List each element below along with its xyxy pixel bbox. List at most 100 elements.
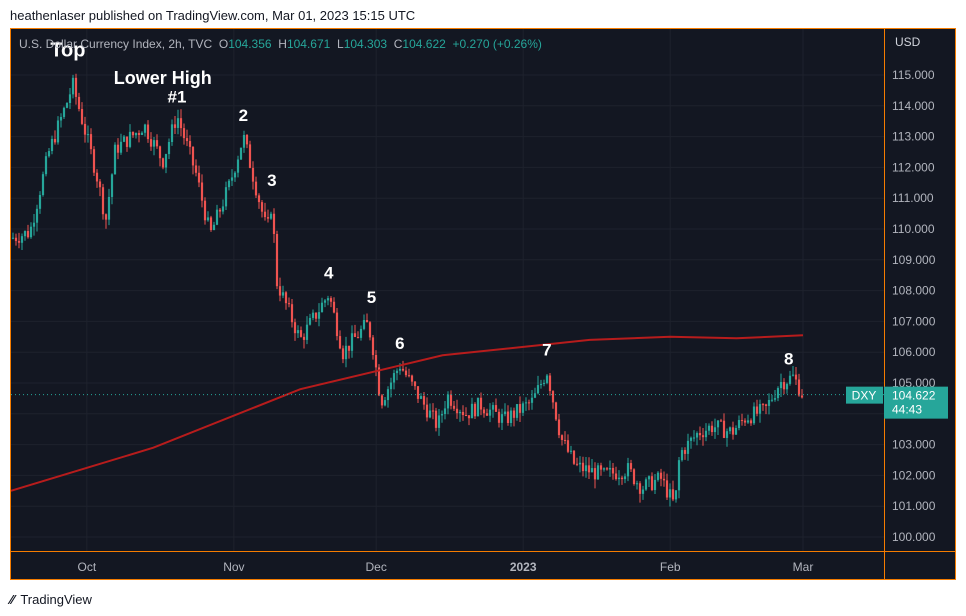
candle-body bbox=[779, 382, 783, 389]
candle-body bbox=[11, 237, 15, 239]
footer-brand[interactable]: ⁄⁄ TradingView bbox=[10, 592, 92, 607]
low-label: L bbox=[337, 37, 344, 51]
candle-body bbox=[695, 433, 699, 438]
candle-body bbox=[671, 489, 675, 500]
candle-body bbox=[740, 420, 744, 422]
candle-body bbox=[521, 403, 525, 413]
candle-body bbox=[134, 133, 138, 136]
candle-body bbox=[518, 404, 522, 413]
candle-body bbox=[587, 465, 591, 473]
candle-body bbox=[368, 322, 372, 338]
candle-body bbox=[482, 409, 486, 414]
annotation-label: 3 bbox=[267, 171, 276, 190]
candle-body bbox=[581, 462, 585, 472]
candle-body bbox=[170, 124, 174, 143]
candle-body bbox=[221, 206, 225, 212]
candle-body bbox=[200, 182, 204, 201]
candle-body bbox=[218, 209, 222, 212]
low-value: 104.303 bbox=[343, 37, 388, 51]
candle-body bbox=[593, 468, 597, 480]
candle-body bbox=[698, 433, 702, 436]
price-tick-label: 114.000 bbox=[892, 99, 935, 113]
candle-body bbox=[791, 374, 795, 376]
candle-body bbox=[719, 420, 723, 422]
chart-panel[interactable]: 115.000 114.000 113.000 112.000 111.000 110.0… bbox=[10, 28, 956, 580]
candle-body bbox=[554, 402, 558, 420]
candle-body bbox=[191, 146, 195, 166]
candle-body bbox=[362, 320, 366, 329]
candle-body bbox=[710, 425, 714, 433]
candle-body bbox=[563, 439, 567, 441]
candle-body bbox=[509, 410, 513, 424]
candle-body bbox=[371, 337, 375, 356]
candle-body bbox=[326, 298, 330, 301]
candle-body bbox=[197, 172, 201, 183]
candle-body bbox=[467, 415, 471, 419]
candle-body bbox=[641, 489, 645, 494]
candle-body bbox=[497, 411, 501, 423]
candle-body bbox=[665, 480, 669, 498]
price-tick-label: 112.000 bbox=[892, 160, 935, 174]
candle-body bbox=[182, 128, 186, 139]
annotation-label: 6 bbox=[395, 334, 404, 353]
candle-body bbox=[416, 386, 420, 399]
candle-body bbox=[701, 435, 705, 438]
price-tick-label: 102.000 bbox=[892, 468, 936, 482]
candle-body bbox=[143, 124, 147, 133]
candle-body bbox=[122, 136, 126, 142]
candle-body bbox=[158, 146, 162, 159]
last-price-box bbox=[884, 386, 948, 419]
close-label: C bbox=[393, 37, 403, 51]
candle-body bbox=[536, 385, 540, 394]
candle-body bbox=[125, 136, 129, 147]
close-value: 104.622 bbox=[402, 37, 446, 51]
candle-body bbox=[245, 134, 249, 145]
candle-body bbox=[80, 108, 84, 124]
currency-label: USD bbox=[895, 35, 921, 49]
candle-body bbox=[392, 373, 396, 383]
candle-body bbox=[758, 404, 762, 414]
high-label: H bbox=[278, 37, 287, 51]
change-value: +0.270 (+0.26%) bbox=[452, 37, 542, 51]
candle-body bbox=[278, 286, 282, 296]
candle-body bbox=[680, 450, 684, 461]
candle-body bbox=[683, 450, 687, 454]
candle-body bbox=[257, 195, 261, 203]
candle-body bbox=[188, 141, 192, 147]
annotation-label: 2 bbox=[239, 106, 248, 125]
candle-body bbox=[545, 375, 549, 383]
candle-body bbox=[476, 397, 480, 417]
candle-body bbox=[602, 468, 606, 470]
candle-body bbox=[446, 394, 450, 409]
candle-body bbox=[794, 374, 798, 380]
candle-body bbox=[440, 414, 444, 416]
candle-body bbox=[95, 172, 99, 182]
candle-body bbox=[437, 415, 441, 428]
symbol-tag: DXY bbox=[852, 389, 877, 403]
candle-body bbox=[599, 465, 603, 470]
candle-body bbox=[623, 476, 627, 480]
candle-body bbox=[272, 213, 276, 234]
chart-svg[interactable]: 115.000 114.000 113.000 112.000 111.000 110.0… bbox=[11, 29, 955, 579]
candle-body bbox=[785, 383, 789, 390]
price-tick-label: 115.000 bbox=[892, 68, 935, 82]
candle-body bbox=[443, 408, 447, 415]
candle-body bbox=[305, 324, 309, 340]
candle-body bbox=[632, 469, 636, 485]
candle-body bbox=[653, 479, 657, 491]
price-tick-label: 110.000 bbox=[892, 222, 935, 236]
candle-body bbox=[179, 118, 183, 129]
candle-body bbox=[611, 467, 615, 474]
candle-body bbox=[578, 462, 582, 465]
publisher-line: heathenlaser published on TradingView.co… bbox=[10, 8, 416, 23]
candle-body bbox=[59, 116, 63, 121]
candle-body bbox=[341, 348, 345, 360]
symbol-tag-box bbox=[846, 386, 883, 404]
candle-body bbox=[629, 463, 633, 470]
candle-body bbox=[335, 312, 339, 337]
candle-body bbox=[656, 472, 660, 480]
candle-body bbox=[761, 404, 765, 406]
candle-body bbox=[413, 381, 417, 387]
candle-body bbox=[773, 398, 777, 400]
candle-body bbox=[530, 397, 534, 403]
